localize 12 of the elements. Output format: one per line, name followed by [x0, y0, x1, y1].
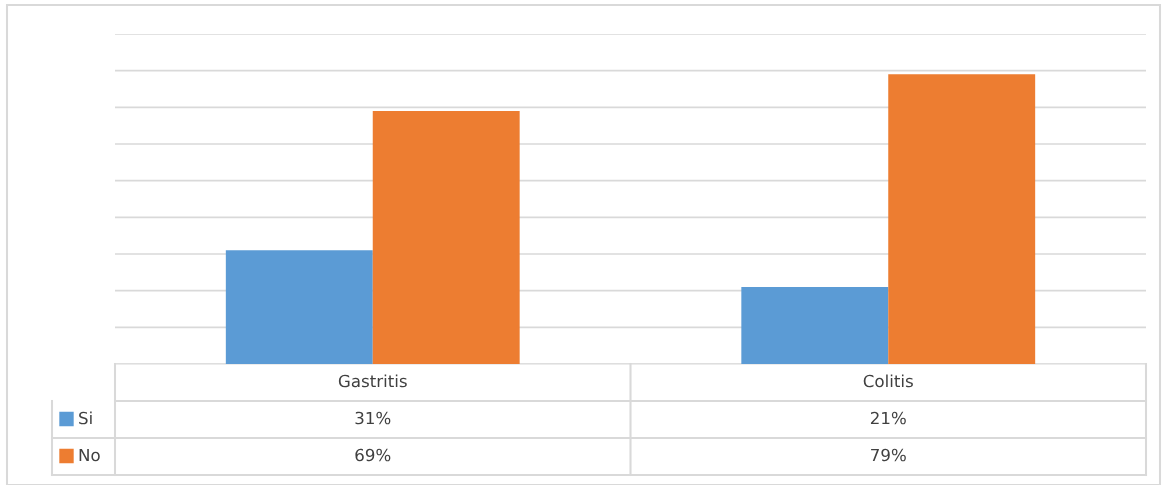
x-tick-label: Gastritis: [338, 374, 407, 388]
bar: [372, 111, 520, 364]
data-label: 79%: [871, 448, 906, 462]
bar: [888, 74, 1036, 364]
legend-label: No: [79, 448, 100, 462]
bar: [225, 250, 373, 364]
x-tick-label: Colitis: [863, 374, 913, 388]
legend-label: Si: [79, 411, 92, 425]
data-label: 21%: [870, 411, 906, 425]
bar: [741, 287, 889, 364]
data-label: 69%: [355, 448, 391, 462]
data-label: 31%: [355, 411, 391, 425]
